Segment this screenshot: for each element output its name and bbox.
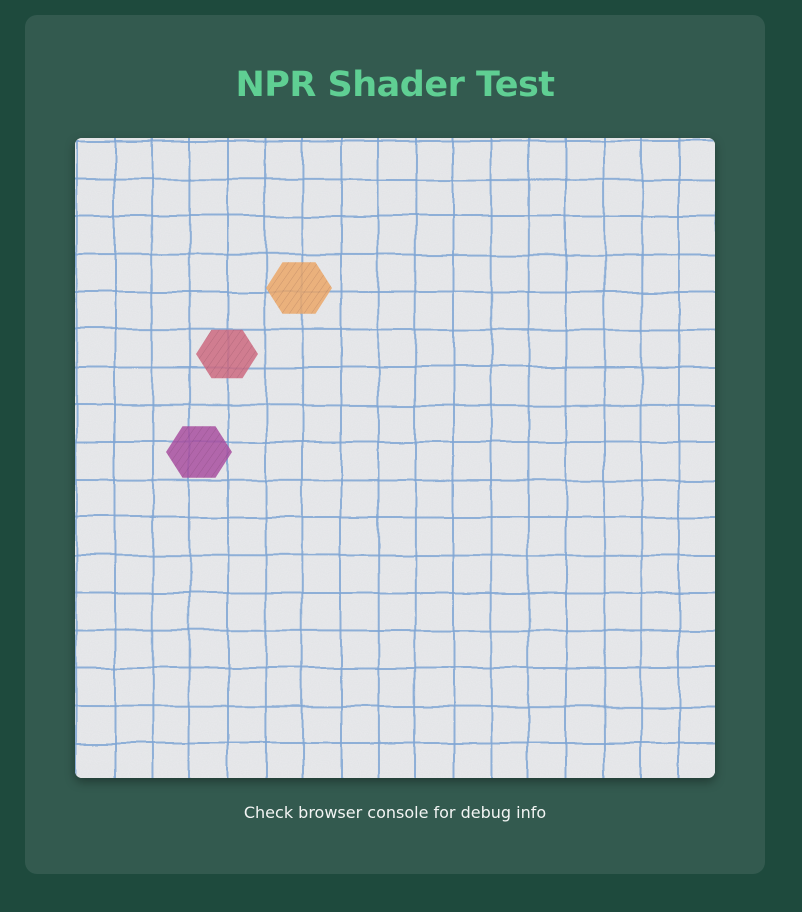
grid-line-vertical: [490, 138, 493, 778]
sketch-grid: [75, 138, 715, 778]
hexagon-purple-hatching: [166, 426, 232, 478]
render-canvas[interactable]: [75, 138, 715, 778]
main-panel: NPR Shader Test Check browser: [25, 15, 765, 874]
grid-line-vertical: [301, 138, 304, 778]
grid-line-horizontal: [75, 629, 715, 632]
grid-line-horizontal: [75, 178, 715, 181]
hexagon-orange-hatching: [266, 262, 332, 314]
grid-line-vertical: [377, 138, 380, 778]
grid-line-vertical: [603, 138, 606, 778]
shader-output: [75, 138, 715, 778]
grid-line-horizontal: [75, 554, 715, 557]
grid-line-vertical: [640, 138, 643, 778]
grid-line-horizontal: [75, 479, 715, 482]
grid-line-vertical: [527, 138, 530, 778]
debug-caption: Check browser console for debug info: [243, 803, 547, 822]
hexagon-group: [166, 262, 332, 478]
hexagon-pink-hatching: [196, 329, 258, 379]
grid-line-horizontal: [75, 404, 715, 407]
grid-line-vertical: [264, 138, 267, 778]
grid-line-vertical: [75, 138, 78, 778]
page-title: NPR Shader Test: [235, 65, 555, 105]
grid-line-horizontal: [75, 328, 715, 331]
grid-line-horizontal: [75, 253, 715, 256]
grid-line-vertical: [151, 138, 154, 778]
grid-line-vertical: [414, 138, 417, 778]
grid-line-horizontal: [75, 705, 715, 708]
